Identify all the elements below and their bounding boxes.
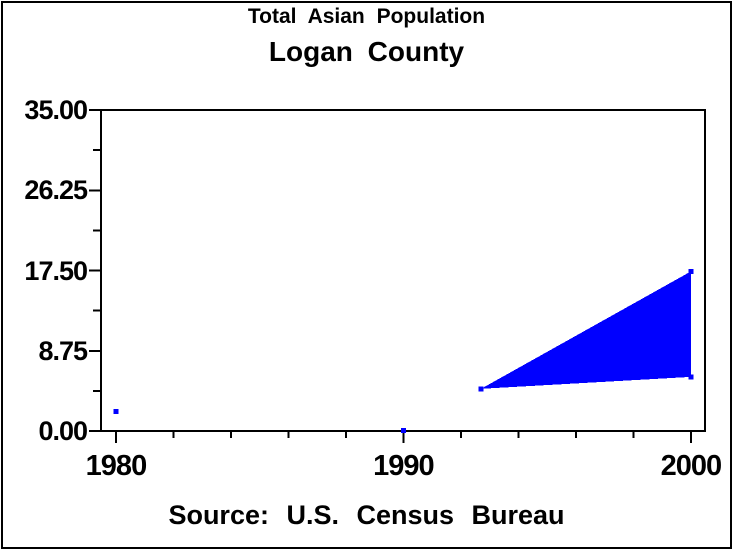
source-footnote: Source: U.S. Census Bureau: [168, 500, 565, 530]
x-tick-label: 1990: [373, 450, 435, 482]
data-point-marker: [113, 409, 119, 415]
population-band: [481, 271, 691, 389]
x-tick-label: 1980: [85, 450, 148, 482]
x-tick-label: 2000: [660, 450, 723, 482]
plot-frame: [100, 109, 706, 432]
data-point-marker: [478, 386, 484, 392]
y-tick-label: 35.00: [24, 95, 88, 125]
y-tick-label: 26.25: [24, 175, 88, 206]
data-point-marker: [688, 374, 694, 380]
y-tick-label: 0.00: [38, 416, 88, 446]
y-tick-label: 17.50: [24, 255, 88, 286]
data-point-marker: [688, 268, 694, 274]
data-point-marker: [400, 428, 406, 434]
chart-subtitle: Logan County: [268, 36, 465, 67]
chart-title: Total Asian Population: [247, 5, 486, 28]
y-tick-label: 8.75: [38, 335, 88, 366]
